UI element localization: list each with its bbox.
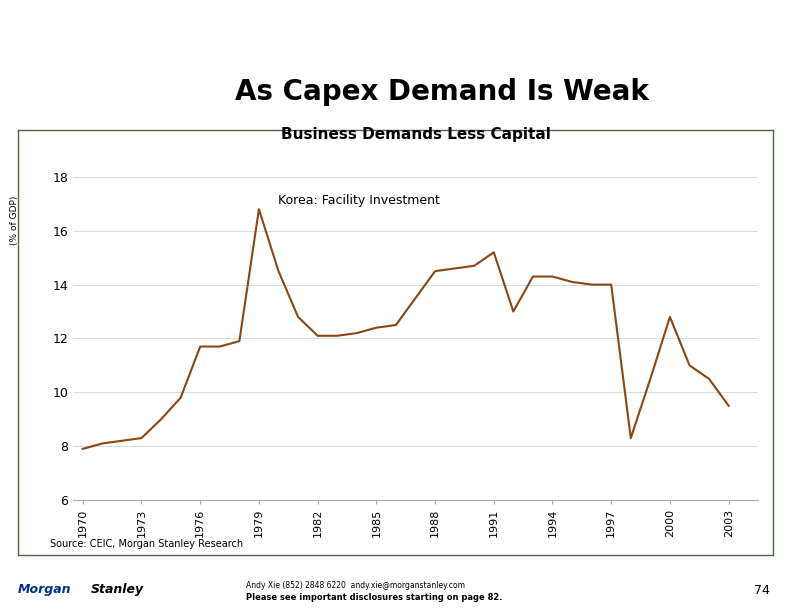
Text: (% of GDP): (% of GDP)	[10, 195, 19, 245]
Text: Equity Research: Equity Research	[33, 31, 122, 42]
Text: Economics Report: Economics Report	[33, 76, 134, 86]
Text: Morgan: Morgan	[18, 583, 71, 597]
Text: Andy Xie (852) 2848 6220  andy.xie@morganstanley.com: Andy Xie (852) 2848 6220 andy.xie@morgan…	[246, 581, 465, 589]
Text: Please see important disclosures starting on page 82.: Please see important disclosures startin…	[246, 593, 502, 602]
Text: As Capex Demand Is Weak: As Capex Demand Is Weak	[235, 78, 649, 106]
Text: Asia/Pacific: Asia/Pacific	[150, 31, 205, 42]
Text: Korea: Facility Investment: Korea: Facility Investment	[279, 194, 440, 207]
Text: Economics Team: Economics Team	[33, 111, 120, 121]
Text: 74: 74	[754, 583, 770, 597]
Text: Stanley: Stanley	[91, 583, 144, 597]
Title: Business Demands Less Capital: Business Demands Less Capital	[280, 127, 550, 142]
Text: Source: CEIC, Morgan Stanley Research: Source: CEIC, Morgan Stanley Research	[50, 539, 243, 549]
